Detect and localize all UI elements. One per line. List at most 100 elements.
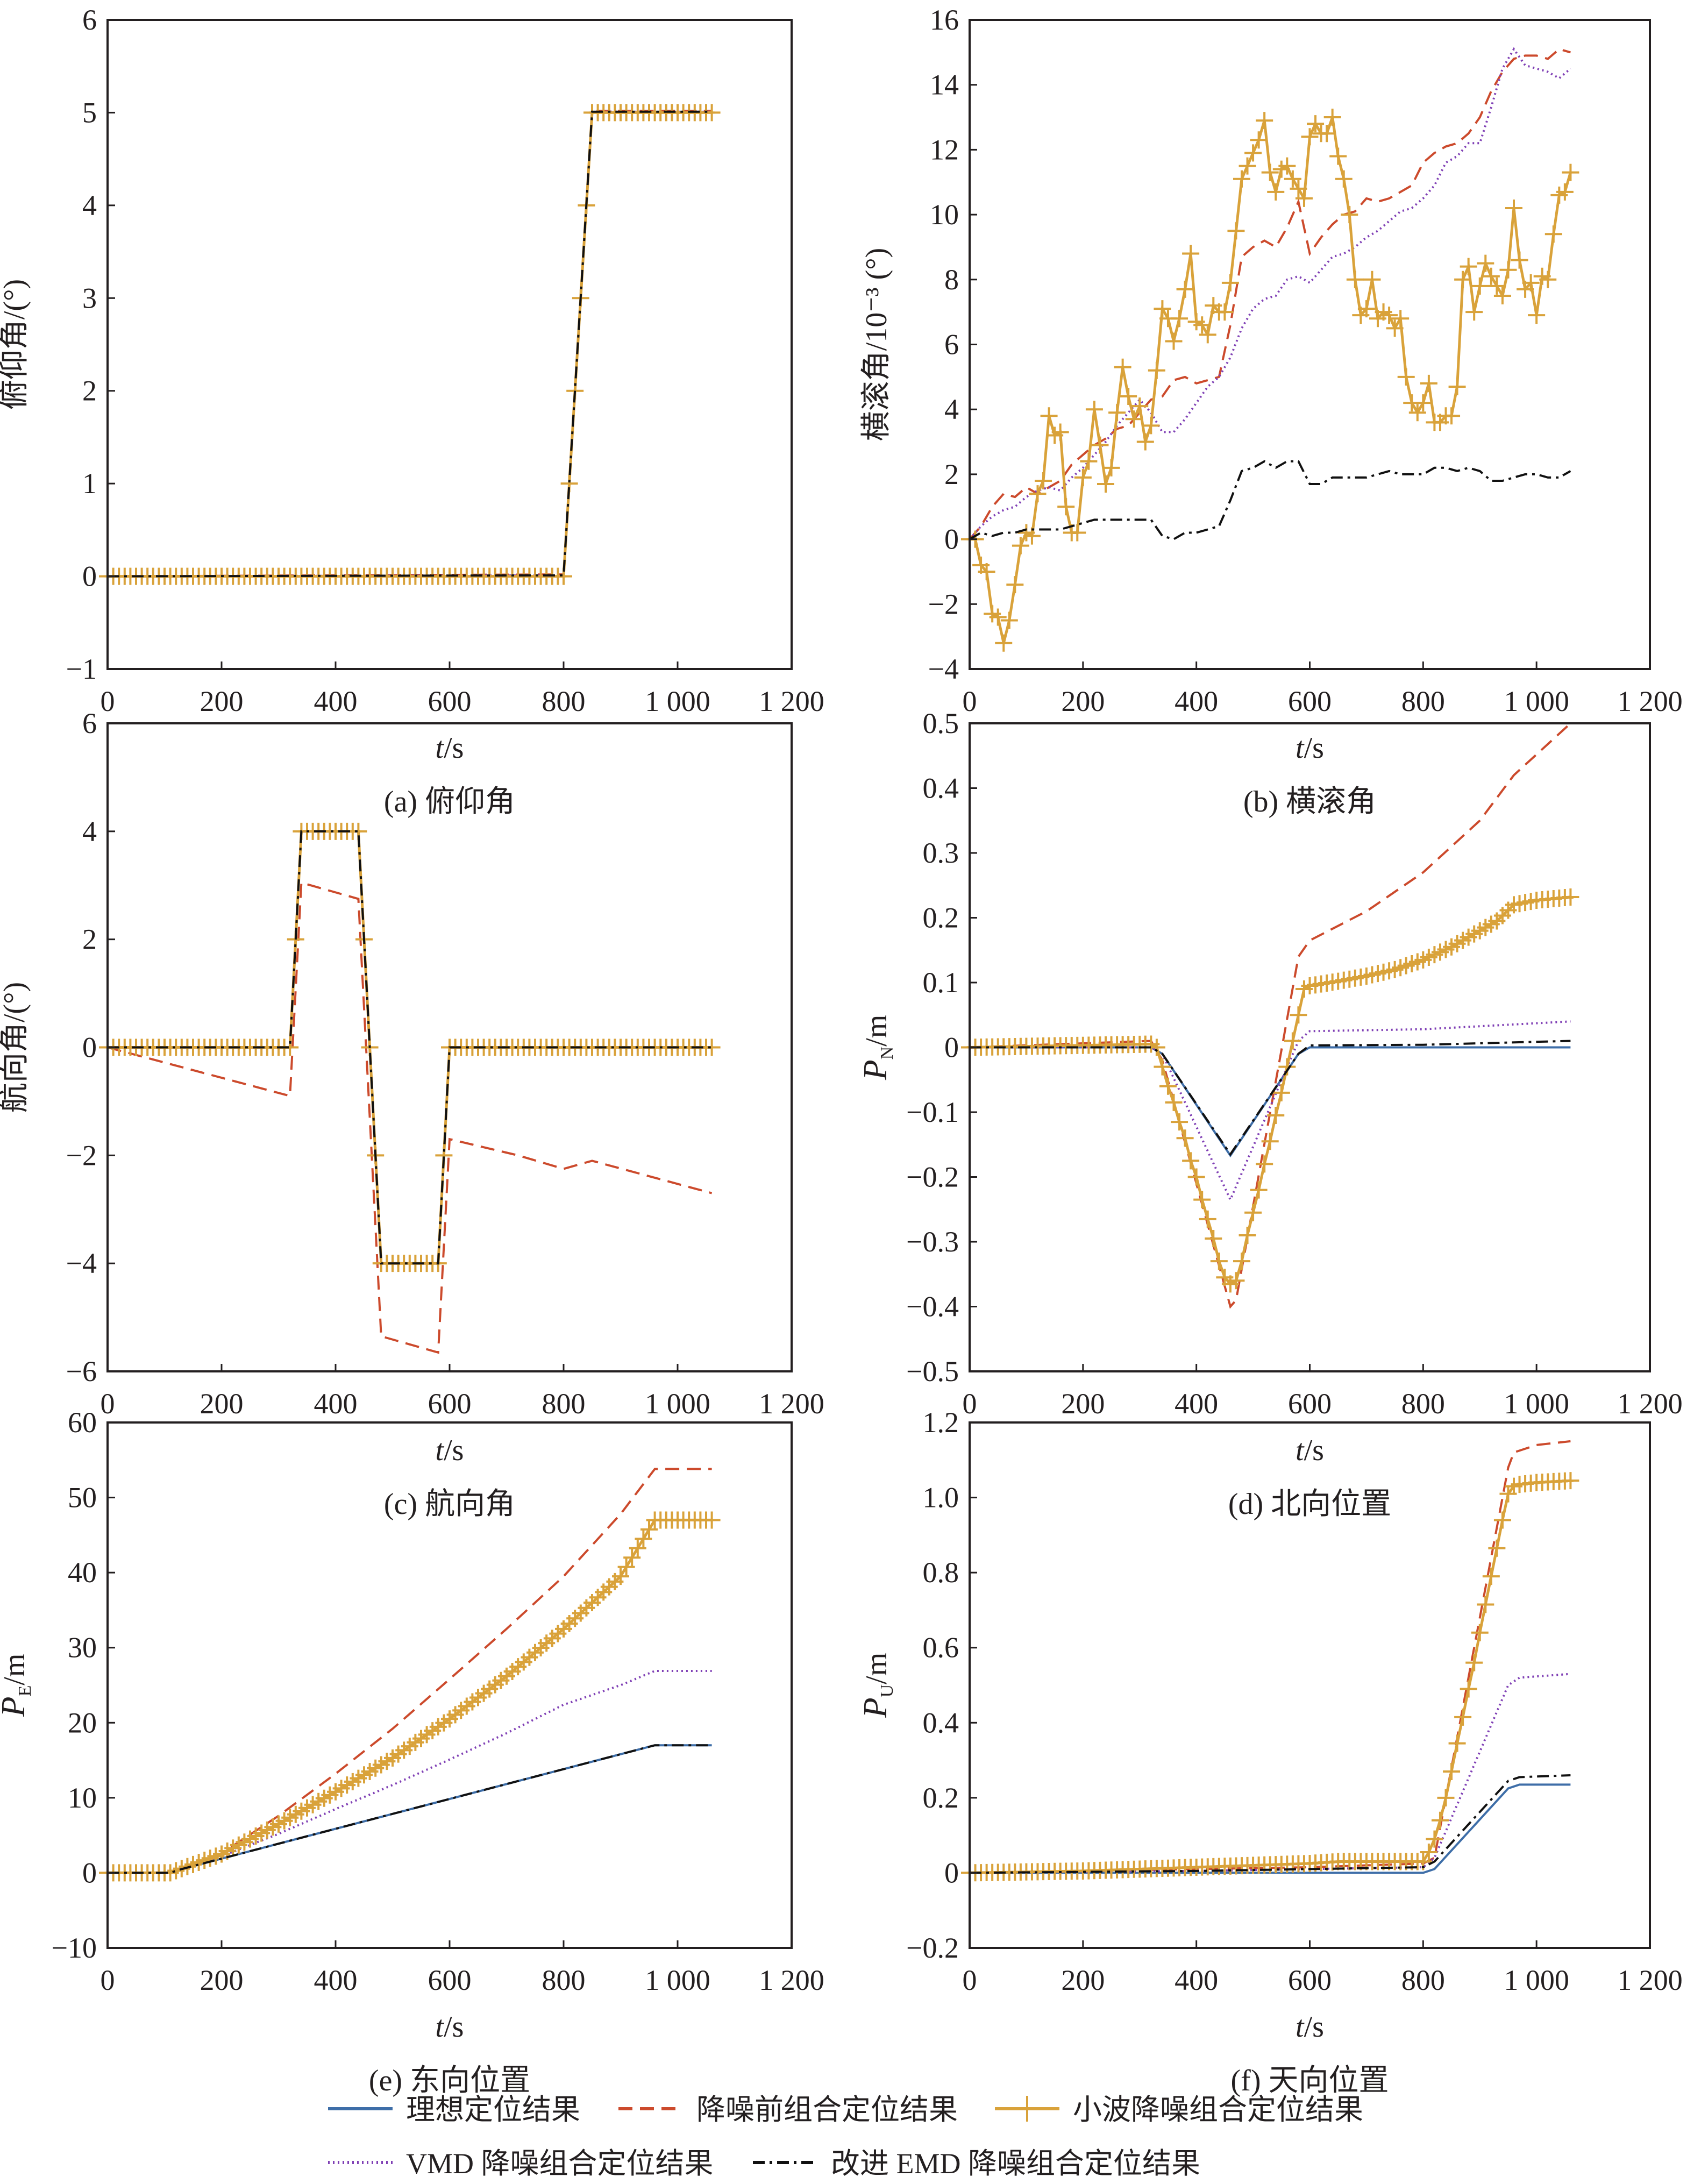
marker-plus [1443, 1763, 1461, 1781]
marker-plus [1420, 1844, 1437, 1861]
y-tick-label: 0 [82, 1031, 97, 1064]
x-tick-label: 0 [963, 1964, 977, 1996]
marker-plus [1460, 1680, 1477, 1698]
marker-plus [1471, 277, 1489, 295]
x-tick-label: 200 [1061, 1964, 1105, 1996]
panel-caption: (b) 横滚角 [1243, 785, 1376, 819]
x-axis-label: t/s [1296, 1434, 1324, 1467]
marker-plus [1159, 1077, 1177, 1095]
marker-plus [703, 1038, 721, 1056]
marker-plus [1267, 1107, 1285, 1125]
y-tick-label: 20 [68, 1706, 97, 1739]
y-tick-label: −6 [66, 1355, 97, 1388]
panel-caption: (a) 俯仰角 [384, 785, 515, 819]
series-group [99, 1468, 721, 1882]
x-tick-label: 600 [1288, 1388, 1332, 1420]
x-tick-label: 1 200 [1617, 685, 1683, 717]
marker-plus [1205, 1229, 1222, 1247]
series-line-before [108, 1468, 712, 1874]
marker-plus [1171, 310, 1188, 328]
x-tick-label: 800 [542, 1964, 586, 1996]
marker-plus [1239, 157, 1256, 175]
plot-frame [969, 19, 1651, 670]
marker-plus [1069, 524, 1086, 542]
marker-plus [1346, 271, 1364, 288]
marker-plus [1290, 1006, 1307, 1024]
marker-plus [1511, 251, 1528, 269]
marker-plus [1193, 316, 1211, 334]
marker-plus [1199, 1210, 1216, 1228]
panel-caption: (c) 航向角 [384, 1488, 515, 1521]
panel-e: 0 200 400 600 800 1 000 1 200−100102030405060t… [0, 1406, 824, 2097]
x-tick-label: 0 [963, 1388, 977, 1420]
series-line-vmd [108, 1670, 712, 1874]
marker-plus [1171, 1113, 1188, 1131]
marker-plus [1556, 183, 1574, 201]
marker-plus [1539, 271, 1557, 288]
x-tick-label: 200 [1061, 1388, 1105, 1420]
marker-plus [1261, 163, 1279, 181]
x-axis-label: t/s [1296, 731, 1324, 765]
y-tick-label: 6 [82, 707, 97, 739]
legend-label: 改进 EMD 降噪组合定位结果 [831, 2147, 1200, 2180]
y-tick-label: 0 [82, 1856, 97, 1889]
y-tick-label: 0.1 [923, 966, 959, 999]
x-tick-label: 0 [101, 1964, 115, 1996]
marker-plus [1261, 1133, 1279, 1150]
y-axis-label: PN/m [857, 1015, 897, 1081]
marker-plus [1335, 170, 1353, 188]
series-line-ideal [108, 111, 712, 578]
markers-wavelet [961, 109, 1579, 652]
series-line-vmd [969, 1673, 1571, 1874]
x-tick-label: 1 200 [1617, 1964, 1683, 1996]
marker-plus [1278, 1058, 1296, 1076]
marker-plus [1290, 180, 1307, 197]
marker-plus [1392, 310, 1410, 328]
marker-plus [1408, 404, 1426, 422]
marker-plus [1085, 401, 1103, 418]
legend-label: 小波降噪组合定位结果 [1073, 2094, 1363, 2126]
marker-plus [1380, 307, 1398, 324]
y-tick-label: −0.4 [906, 1291, 959, 1323]
marker-plus [1256, 1155, 1273, 1173]
legend-item-before: 降噪前组合定位结果 [618, 2094, 958, 2126]
marker-plus [1244, 1204, 1262, 1221]
marker-plus [1091, 436, 1109, 454]
marker-plus [617, 1558, 635, 1576]
marker-plus [1448, 378, 1466, 395]
y-tick-label: 3 [82, 282, 97, 314]
marker-plus [1000, 611, 1018, 629]
marker-plus [1040, 407, 1058, 425]
y-tick-label: 4 [944, 393, 959, 425]
legend-label: 理想定位结果 [406, 2094, 580, 2126]
panel-b: 0 200 400 600 800 1 000 1 200 −4 −2 0 2 4 6 8 10 12 14 16… [860, 4, 1683, 819]
marker-plus [1074, 468, 1092, 486]
x-tick-label: 800 [1401, 685, 1445, 717]
y-tick-label: 1 [82, 467, 97, 500]
marker-plus [1477, 254, 1494, 272]
marker-plus [1284, 170, 1301, 188]
x-tick-label: 1 000 [1504, 685, 1569, 717]
marker-plus [1216, 303, 1234, 321]
x-tick-label: 1 000 [645, 1964, 710, 1996]
series-line-wavelet [969, 1479, 1571, 1874]
series-line-emd [108, 830, 712, 1265]
x-axis-label: t/s [436, 1434, 464, 1467]
series-line-ideal [970, 1783, 1571, 1874]
marker-plus [995, 634, 1013, 652]
marker-plus [1562, 163, 1579, 181]
marker-plus [1035, 472, 1052, 489]
marker-plus [1006, 576, 1024, 594]
series-line-emd [969, 1774, 1571, 1874]
y-tick-label: −0.1 [906, 1096, 959, 1128]
panel-a: 0 200 400 600 800 1 000 1 200−10123456t/s俯仰角/(… [0, 4, 824, 819]
marker-plus [1482, 1568, 1500, 1585]
marker-plus [1465, 1654, 1483, 1671]
x-axis-label: t/s [1296, 2010, 1324, 2044]
y-tick-label: 0 [82, 560, 97, 593]
legend-item-wavelet: 小波降噪组合定位结果 [995, 2094, 1363, 2126]
x-tick-label: 600 [1288, 685, 1332, 717]
marker-plus [1437, 1789, 1455, 1806]
marker-plus [1323, 109, 1341, 126]
markers-wavelet [961, 1472, 1579, 1882]
